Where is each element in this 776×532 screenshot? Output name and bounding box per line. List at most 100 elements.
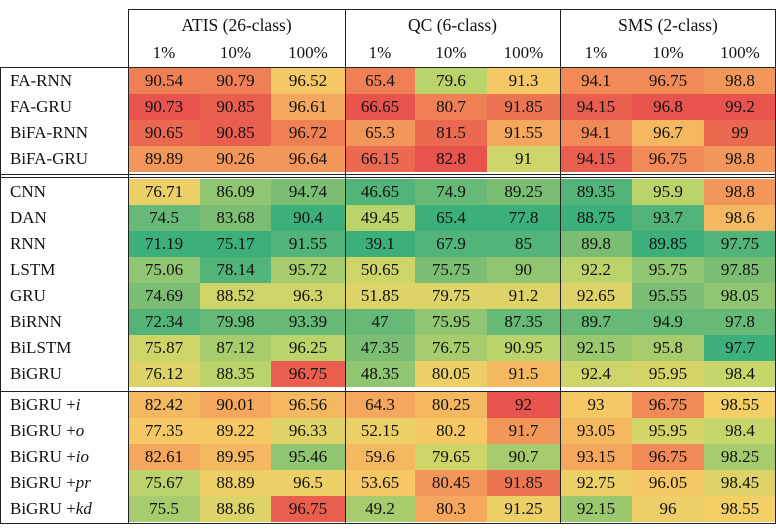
table-cell: 86.09	[200, 179, 271, 205]
table-cell: 80.25	[415, 392, 487, 418]
column-divider	[345, 9, 346, 523]
table-cell: 89.95	[200, 444, 271, 470]
table-cell: 49.2	[345, 496, 415, 522]
table-cell: 77.8	[487, 205, 560, 231]
column-subheader: 100%	[288, 43, 328, 62]
table-cell: 94.15	[560, 146, 632, 172]
table-cell: 99	[704, 120, 776, 146]
table-cell: 80.7	[415, 94, 487, 120]
table-cell: 75.17	[200, 231, 271, 257]
table-cell: 91.5	[487, 361, 560, 387]
table-cell: 95.55	[632, 283, 704, 309]
table-cell: 91.85	[487, 470, 560, 496]
bottom-rule	[0, 523, 776, 524]
table-cell: 98.4	[704, 418, 776, 444]
section-rule	[0, 174, 776, 175]
column-subheader: 10%	[219, 43, 252, 62]
row-label-suffix: io	[75, 447, 90, 466]
table-cell: 94.15	[560, 94, 632, 120]
row-label: DAN	[0, 205, 128, 231]
table-cell: 79.75	[415, 283, 487, 309]
table-cell: 52.15	[345, 418, 415, 444]
column-divider	[128, 9, 129, 523]
table-cell: 89.85	[632, 231, 704, 257]
column-subheader: 10%	[435, 43, 467, 62]
row-label-text: BiFA-RNN	[10, 123, 89, 142]
table-cell: 88.35	[200, 361, 271, 387]
table-cell: 89.8	[560, 231, 632, 257]
table-cell: 75.75	[415, 257, 487, 283]
table-cell: 92.2	[560, 257, 632, 283]
table-cell: 83.68	[200, 205, 271, 231]
table-cell: 91.2	[487, 283, 560, 309]
table-cell: 65.4	[415, 205, 487, 231]
table-cell: 91.55	[487, 120, 560, 146]
table-cell: 90.54	[128, 68, 200, 94]
row-label-text: BiLSTM	[10, 338, 72, 357]
row-label: BiGRU + i	[0, 392, 128, 418]
table-cell: 98.55	[704, 392, 776, 418]
table-cell: 87.12	[200, 335, 271, 361]
row-label: RNN	[0, 231, 128, 257]
row-label-text: BiGRU	[10, 364, 62, 383]
table-cell: 85	[487, 231, 560, 257]
row-label: FA-GRU	[0, 94, 128, 120]
top-rule	[128, 9, 776, 10]
table-cell: 96.75	[632, 444, 704, 470]
table-cell: 96.61	[271, 94, 345, 120]
column-divider	[560, 9, 561, 523]
row-label: BiFA-GRU	[0, 146, 128, 172]
column-subheader: 100%	[503, 43, 544, 62]
row-label-text: BiGRU +	[10, 395, 76, 414]
table-cell: 91.3	[487, 68, 560, 94]
table-cell: 91	[487, 146, 560, 172]
row-label-text: BiGRU +	[10, 473, 76, 492]
table-cell: 97.7	[704, 335, 776, 361]
row-label-suffix: o	[75, 421, 85, 440]
table-cell: 51.85	[345, 283, 415, 309]
table-cell: 96.56	[271, 392, 345, 418]
row-label-text: LSTM	[10, 260, 56, 279]
column-subheader: 1%	[368, 43, 392, 62]
table-cell: 98.05	[704, 283, 776, 309]
table-cell: 95.8	[632, 335, 704, 361]
table-cell: 90.01	[200, 392, 271, 418]
table-cell: 95.95	[632, 361, 704, 387]
table-cell: 92.15	[560, 335, 632, 361]
row-label: BiFA-RNN	[0, 120, 128, 146]
table-cell: 96.7	[632, 120, 704, 146]
table-cell: 67.9	[415, 231, 487, 257]
row-label-text: RNN	[10, 234, 46, 253]
table-cell: 96.33	[271, 418, 345, 444]
row-label-text: DAN	[10, 208, 47, 227]
table-cell: 39.1	[345, 231, 415, 257]
table-cell: 53.65	[345, 470, 415, 496]
table-cell: 89.35	[560, 179, 632, 205]
row-label: BiGRU + io	[0, 444, 128, 470]
table-cell: 87.35	[487, 309, 560, 335]
row-label: BiRNN	[0, 309, 128, 335]
table-cell: 96.75	[632, 68, 704, 94]
table-cell: 94.74	[271, 179, 345, 205]
table-cell: 98.4	[704, 361, 776, 387]
row-label-text: BiGRU +	[10, 447, 76, 466]
table-cell: 96.25	[271, 335, 345, 361]
column-group-header: SMS (2-class)	[618, 14, 718, 35]
table-cell: 71.19	[128, 231, 200, 257]
table-cell: 88.89	[200, 470, 271, 496]
table-cell: 89.7	[560, 309, 632, 335]
table-cell: 94.1	[560, 68, 632, 94]
row-label-text: FA-GRU	[10, 97, 73, 116]
row-label-text: BiRNN	[10, 312, 62, 331]
table-cell: 74.9	[415, 179, 487, 205]
table-cell: 92.75	[560, 470, 632, 496]
table-cell: 75.5	[128, 496, 200, 522]
table-cell: 77.35	[128, 418, 200, 444]
table-cell: 91.55	[271, 231, 345, 257]
table-cell: 89.25	[487, 179, 560, 205]
table-cell: 92.15	[560, 496, 632, 522]
table-cell: 75.06	[128, 257, 200, 283]
table-cell: 94.9	[632, 309, 704, 335]
table-cell: 65.4	[345, 68, 415, 94]
table-cell: 96.52	[271, 68, 345, 94]
